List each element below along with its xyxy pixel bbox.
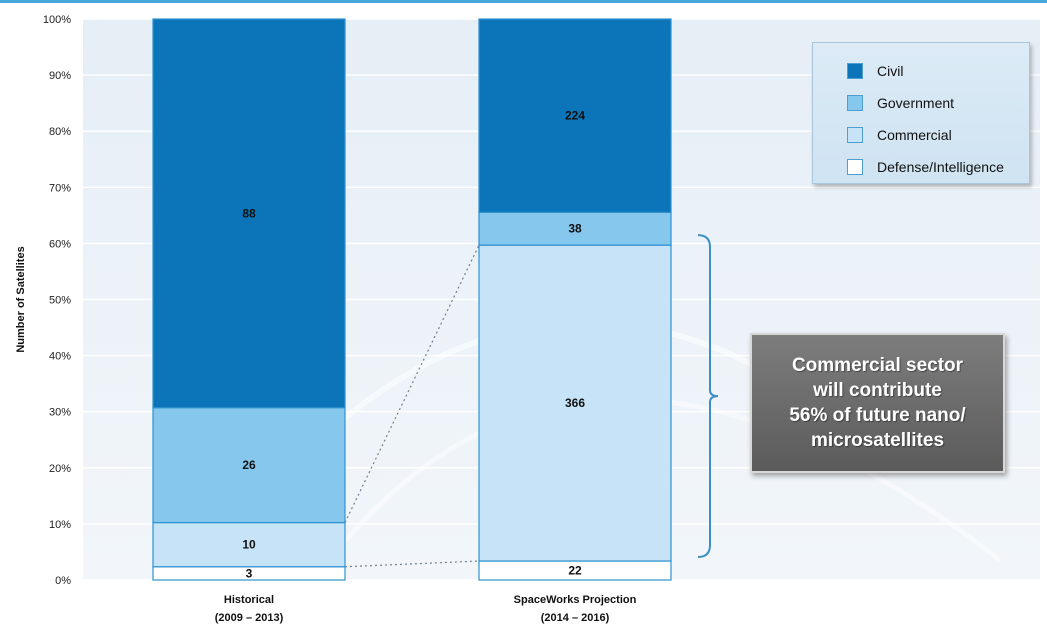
y-tick-label: 100%	[43, 14, 71, 26]
connector-line	[344, 560, 480, 568]
bar-segment	[152, 407, 346, 524]
legend-item: Civil	[847, 55, 1029, 87]
bar-segment	[152, 521, 346, 568]
x-tick-label: (2014 – 2016)	[541, 612, 610, 624]
y-tick-label: 70%	[49, 182, 71, 194]
data-label: 366	[565, 396, 585, 410]
y-tick-label: 40%	[49, 351, 71, 363]
data-label: 22	[568, 564, 582, 578]
data-label: 26	[242, 458, 256, 472]
y-tick-label: 80%	[49, 126, 71, 138]
legend-swatch	[847, 95, 863, 111]
legend-item: Government	[847, 87, 1029, 119]
data-label: 224	[565, 109, 585, 123]
y-tick-label: 60%	[49, 238, 71, 250]
legend-swatch	[847, 63, 863, 79]
data-label: 88	[242, 206, 256, 220]
data-label: 3	[246, 566, 253, 580]
legend-label: Government	[877, 95, 955, 111]
y-tick-label: 50%	[49, 295, 71, 307]
y-tick-label: 30%	[49, 407, 71, 419]
x-tick-label: SpaceWorks Projection	[514, 594, 637, 606]
bar-segment	[152, 18, 346, 409]
bar-segment	[478, 18, 672, 213]
legend-label: Civil	[877, 63, 904, 79]
y-tick-label: 90%	[49, 70, 71, 82]
data-label: 38	[568, 222, 582, 236]
legend-swatch	[847, 127, 863, 143]
y-tick-label: 10%	[49, 519, 71, 531]
annotation-callout: Commercial sector will contribute 56% of…	[750, 333, 1005, 473]
bracket	[697, 234, 719, 559]
legend-item: Commercial	[847, 119, 1029, 151]
bar-segment	[478, 244, 672, 562]
y-axis-label: Number of Satellites	[15, 246, 27, 352]
bar-segment	[478, 211, 672, 246]
connector-line	[344, 244, 480, 523]
x-tick-label: Historical	[224, 594, 274, 606]
legend-swatch	[847, 159, 863, 175]
data-label: 10	[242, 538, 256, 552]
legend: Civil Government Commercial Defense/Intelli…	[812, 42, 1030, 184]
legend-item: Defense/Intelligence	[847, 151, 1029, 183]
top-rule	[0, 0, 1047, 3]
legend-label: Commercial	[877, 127, 952, 143]
y-tick-label: 20%	[49, 463, 71, 475]
legend-label: Defense/Intelligence	[877, 159, 1004, 175]
x-tick-label: (2009 – 2013)	[215, 612, 284, 624]
y-tick-label: 0%	[55, 575, 71, 587]
annotation-text: Commercial sector will contribute 56% of…	[789, 355, 966, 451]
